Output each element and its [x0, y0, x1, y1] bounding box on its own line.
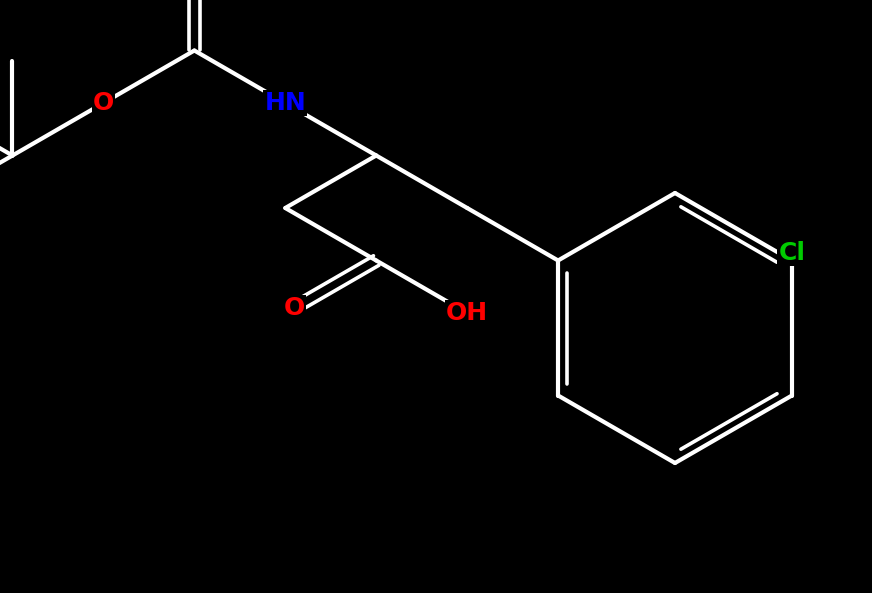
Text: OH: OH: [446, 301, 488, 325]
Text: O: O: [283, 296, 305, 320]
Text: HN: HN: [264, 91, 306, 115]
Text: O: O: [92, 91, 114, 115]
Text: Cl: Cl: [779, 241, 806, 264]
